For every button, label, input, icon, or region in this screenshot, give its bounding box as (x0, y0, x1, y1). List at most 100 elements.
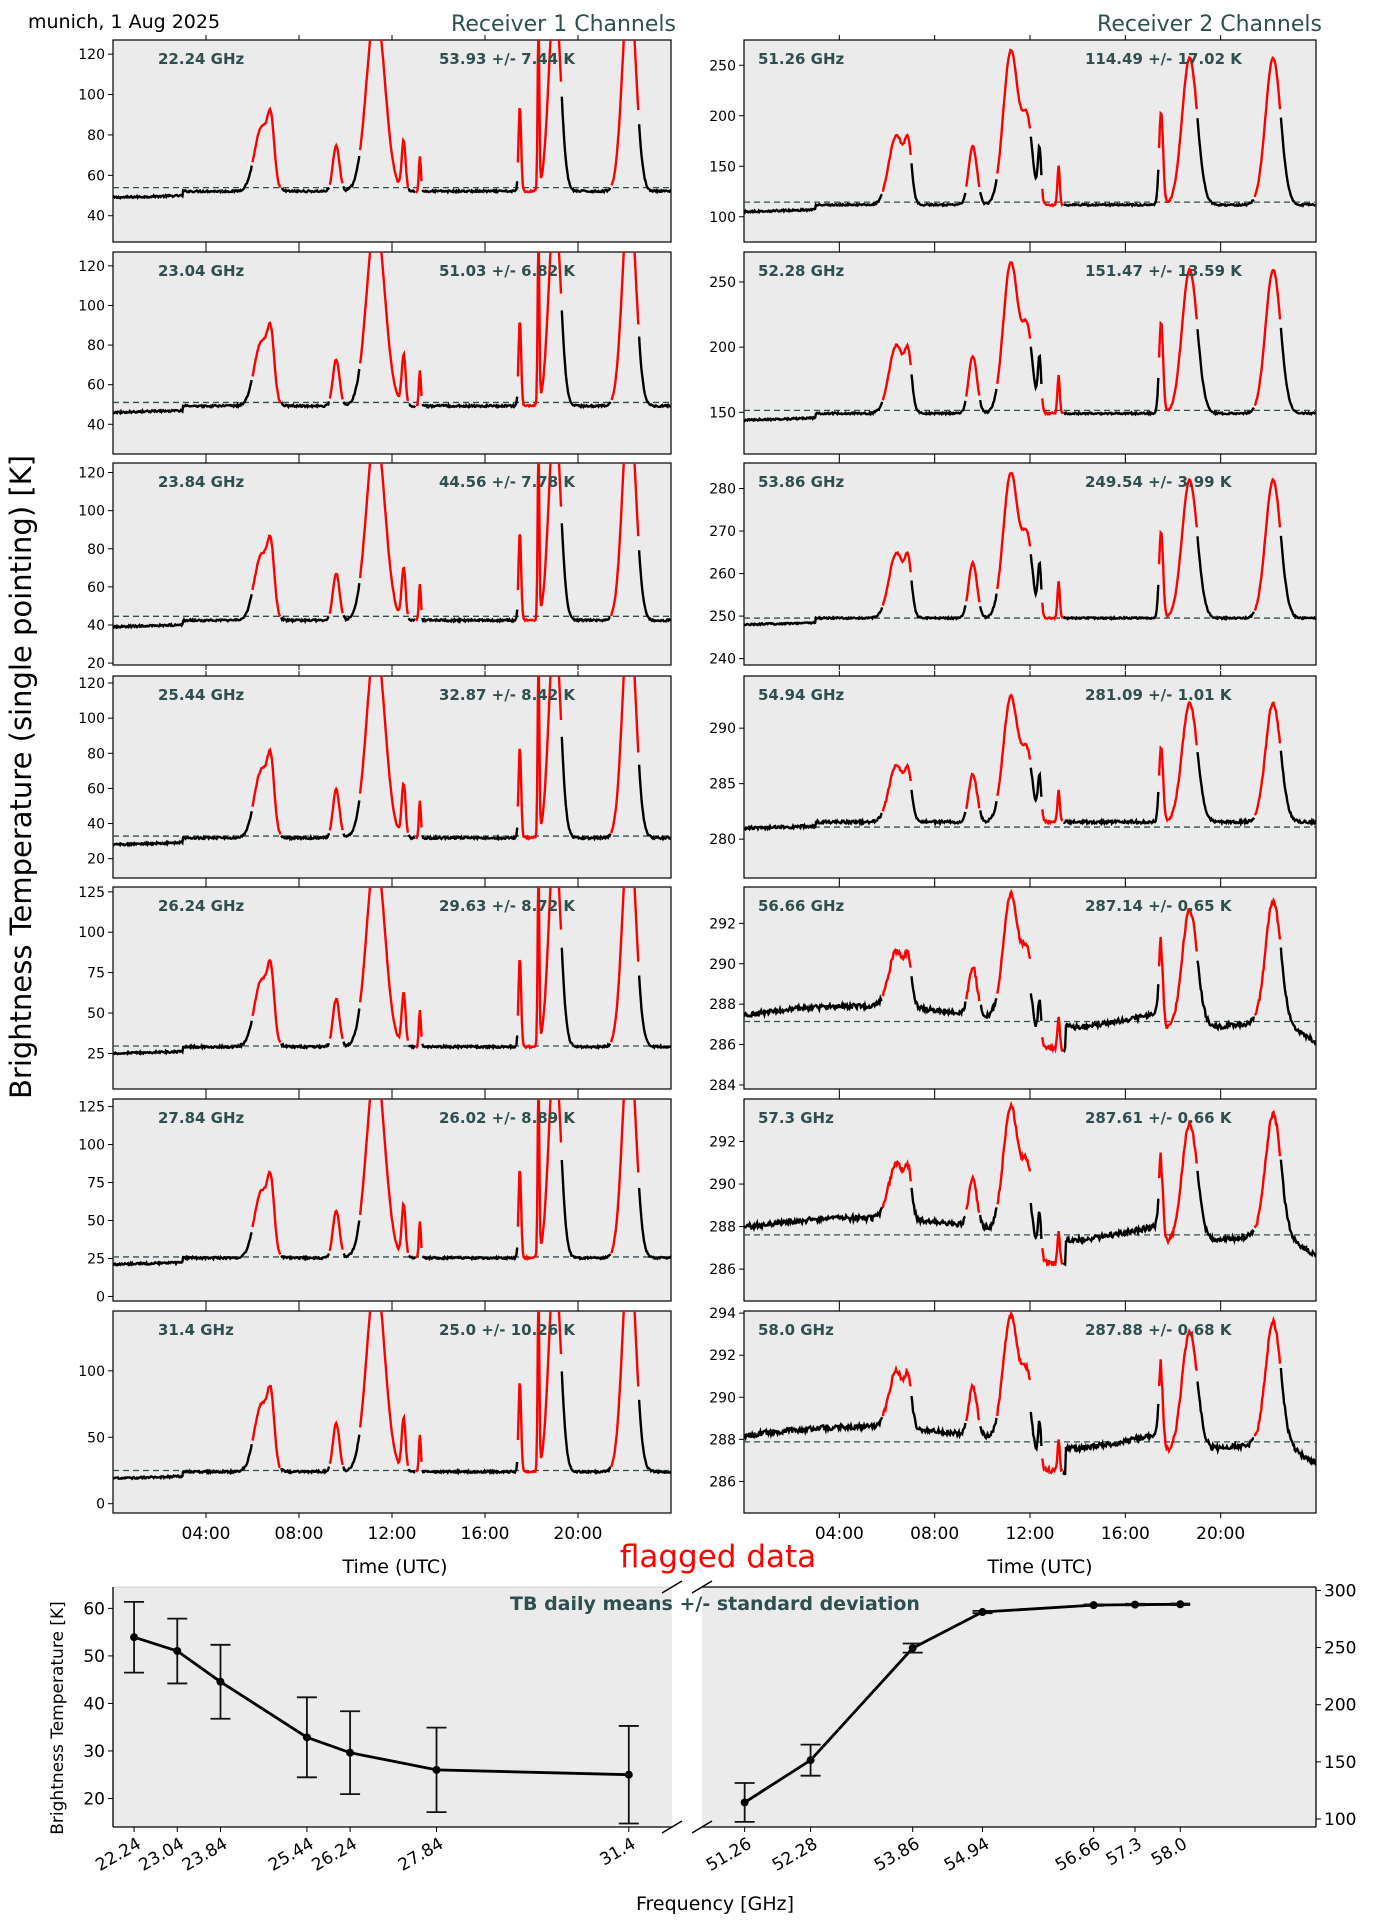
valid-series (1279, 327, 1316, 416)
flagged-series (516, 887, 563, 1050)
y-tick-label: 292 (709, 1135, 736, 1151)
axis-break-gap (672, 1585, 702, 1829)
flagged-series (415, 1009, 423, 1049)
y-tick-label: 260 (709, 567, 736, 583)
summary-y-axis-label: Brightness Temperature [K] (48, 1601, 68, 1834)
valid-series (1279, 947, 1316, 1046)
flagged-series (328, 997, 344, 1040)
flagged-series (358, 252, 410, 402)
valid-series (407, 1468, 416, 1474)
flagged-series (516, 463, 563, 623)
flagged-series (1157, 267, 1198, 412)
valid-series (1029, 1411, 1043, 1452)
x-tick-label: 16:00 (1101, 1524, 1150, 1544)
valid-series (1196, 960, 1256, 1032)
valid-series (910, 1395, 967, 1440)
flagged-series (1253, 896, 1282, 1017)
y-tick-label: 125 (78, 885, 105, 901)
channel-stats-label: 53.93 +/- 7.44 K (439, 50, 576, 68)
x-tick-label: 16:00 (461, 1524, 510, 1544)
flagged-series (516, 252, 563, 409)
y-tick-label: 100 (78, 711, 105, 727)
valid-series (280, 832, 331, 842)
flagged-series (610, 252, 640, 401)
flagged-series (965, 559, 981, 603)
flagged-series (610, 887, 640, 1043)
y-tick-label: 150 (709, 159, 736, 175)
y-tick-label: 280 (709, 832, 736, 848)
flagged-series (1157, 908, 1198, 1029)
valid-series (1029, 136, 1043, 181)
x-tick-label: 12:00 (368, 1524, 417, 1544)
valid-series (910, 1187, 966, 1229)
plot-area (743, 462, 1317, 666)
valid-series (910, 789, 967, 827)
valid-series (637, 1399, 671, 1475)
flagged-series (251, 106, 282, 189)
plot-area (743, 1098, 1317, 1302)
valid-series (113, 1232, 253, 1267)
flagged-series (1041, 581, 1064, 621)
y-tick-label: 250 (1324, 1639, 1356, 1659)
valid-series (744, 994, 883, 1020)
y-tick-label: 75 (87, 1176, 105, 1192)
flagged-series (610, 463, 640, 617)
main-y-axis-label: Brightness Temperature (single pointing)… (4, 455, 38, 1099)
summary-x-axis-label: Frequency [GHz] (636, 1893, 794, 1915)
flagged-series (1253, 1315, 1282, 1437)
channel-frequency-label: 25.44 GHz (158, 686, 245, 704)
mean-point (908, 1644, 917, 1653)
y-tick-label: 150 (709, 405, 736, 421)
valid-series (979, 1417, 998, 1441)
channel-frequency-label: 23.04 GHz (158, 262, 245, 280)
valid-series (113, 811, 253, 848)
panel-52-28-ghz: 150 200 250 52.28 GHz 151.47 +/- 13.59 K (709, 247, 1317, 459)
valid-series (1062, 1404, 1160, 1476)
valid-series (1062, 984, 1160, 1054)
flagged-series (516, 1099, 563, 1262)
flagged-series (1253, 701, 1282, 816)
valid-series (421, 827, 519, 842)
flagged-series (881, 947, 912, 997)
channel-stats-label: 32.87 +/- 8.42 K (439, 686, 576, 704)
plot-area (743, 39, 1317, 243)
valid-series (560, 310, 612, 410)
flagged-series (251, 534, 282, 618)
valid-series (910, 580, 967, 621)
mean-point (740, 1798, 749, 1807)
valid-series (113, 165, 253, 200)
summary-title: TB daily means +/- standard deviation (510, 1593, 920, 1615)
flagged-series (881, 550, 912, 606)
y-tick-label: 50 (87, 1430, 105, 1446)
y-tick-label: 288 (709, 1220, 736, 1236)
flagged-series (1157, 1119, 1198, 1246)
flagged-series (610, 1099, 640, 1254)
x-tick-label: 52.28 (769, 1834, 821, 1876)
valid-series (280, 615, 330, 624)
flagged-series (414, 1221, 423, 1259)
valid-series (637, 1187, 671, 1261)
flagged-series (1253, 477, 1282, 612)
flagged-series (328, 786, 344, 831)
y-tick-label: 270 (709, 524, 736, 540)
valid-series (1062, 1198, 1160, 1267)
y-tick-label: 75 (87, 966, 105, 982)
y-tick-label: 20 (83, 1789, 105, 1809)
channel-frequency-label: 26.24 GHz (158, 897, 245, 915)
x-tick-label: 04:00 (182, 1524, 231, 1544)
x-tick-label: 04:00 (815, 1524, 864, 1544)
x-tick-label: 08:00 (910, 1524, 959, 1544)
y-tick-label: 120 (78, 466, 105, 482)
channel-stats-label: 281.09 +/- 1.01 K (1085, 686, 1233, 704)
flagged-series (996, 693, 1032, 797)
valid-series (1279, 1367, 1316, 1466)
receiver1-panels: 40 60 80 100 120 22.24 GHz 53.93 +/- 7.44 K 40 6… (78, 35, 672, 1544)
flagged-series (1041, 1230, 1064, 1267)
valid-series (113, 593, 253, 630)
y-tick-label: 60 (87, 168, 105, 184)
valid-series (342, 583, 361, 623)
valid-series (342, 155, 361, 193)
y-tick-label: 290 (709, 1177, 736, 1193)
mean-point (173, 1647, 182, 1656)
panel-26-24-ghz: 25 50 75 100 125 26.24 GHz 29.63 +/- 8.72 K (78, 882, 672, 1094)
